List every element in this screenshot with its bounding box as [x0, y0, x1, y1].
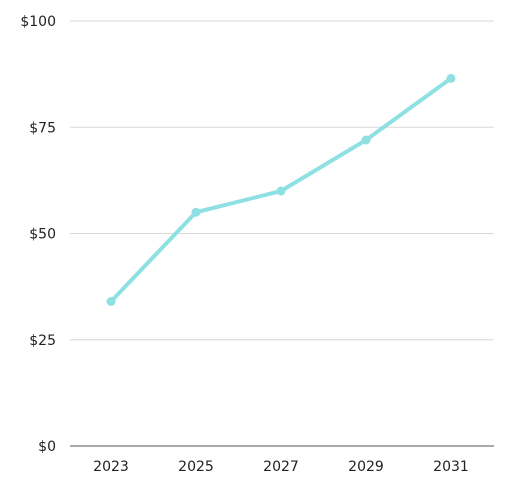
- x-tick-label: 2029: [348, 459, 384, 475]
- x-tick-label: 2027: [263, 459, 299, 475]
- y-tick-label: $0: [38, 439, 56, 455]
- data-point: [446, 73, 456, 83]
- data-point: [191, 207, 201, 217]
- y-tick-label: $100: [20, 14, 56, 30]
- x-tick-label: 2031: [433, 459, 469, 475]
- series-layer: [106, 73, 456, 306]
- y-tick-label: $25: [29, 333, 56, 349]
- data-point: [361, 135, 371, 145]
- data-point: [276, 186, 286, 196]
- y-tick-label: $50: [29, 227, 56, 243]
- x-tick-label: 2025: [178, 459, 214, 475]
- y-axis-tick-labels: $0 $25 $50 $75 $100: [20, 14, 56, 455]
- x-tick-label: 2023: [93, 459, 129, 475]
- gridlines: [70, 20, 494, 341]
- y-tick-label: $75: [29, 120, 56, 136]
- x-axis-tick-labels: 2023 2025 2027 2029 2031: [93, 459, 469, 475]
- data-point: [106, 297, 116, 306]
